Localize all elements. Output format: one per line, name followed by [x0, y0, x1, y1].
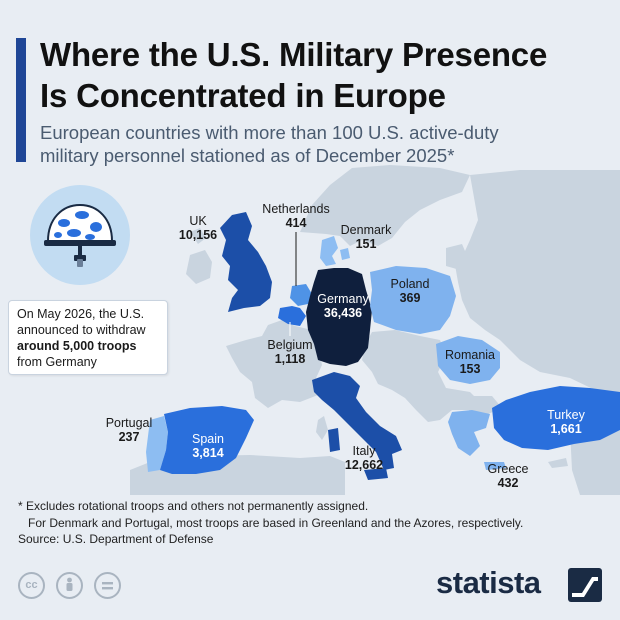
europe-map: [130, 165, 620, 495]
other-countries: [130, 165, 620, 495]
label-greece: Greece 432: [480, 462, 536, 490]
label-turkey: Turkey 1,661: [536, 408, 596, 436]
spain-name: Spain: [192, 432, 224, 446]
label-denmark: Denmark 151: [334, 223, 398, 251]
label-germany: Germany 36,436: [308, 292, 378, 320]
callout-line-1: On May 2026, the U.S.: [17, 307, 145, 321]
label-spain: Spain 3,814: [178, 432, 238, 460]
title-line-1: Where the U.S. Military Presence: [40, 36, 548, 73]
turkey-shape: [492, 386, 620, 450]
spain-value: 3,814: [192, 446, 224, 460]
germany-name: Germany: [317, 292, 369, 306]
belgium-shape: [278, 306, 306, 326]
withdrawal-callout: On May 2026, the U.S. announced to withd…: [8, 300, 168, 375]
callout-line-2: announced to withdraw: [17, 323, 146, 337]
romania-name: Romania: [444, 348, 496, 362]
label-belgium: Belgium 1,118: [262, 338, 318, 366]
title-accent-bar: [16, 38, 26, 162]
romania-shape: [436, 336, 500, 384]
subtitle: European countries with more than 100 U.…: [40, 121, 610, 167]
belgium-value: 1,118: [274, 352, 306, 366]
denmark-name: Denmark: [340, 223, 392, 237]
poland-shape: [370, 266, 456, 334]
footnote-2: For Denmark and Portugal, most troops ar…: [28, 515, 524, 530]
portugal-shape: [146, 416, 168, 472]
statista-logo-icon[interactable]: [568, 568, 602, 602]
no-derivatives-icon[interactable]: [94, 572, 121, 599]
netherlands-shape: [290, 284, 312, 306]
poland-name: Poland: [390, 277, 430, 291]
title-line-2: Is Concentrated in Europe: [40, 77, 446, 114]
turkey-name: Turkey: [547, 408, 585, 422]
germany-value: 36,436: [323, 306, 363, 320]
portugal-value: 237: [118, 430, 140, 444]
uk-shape: [220, 212, 272, 312]
greece-shape: [448, 410, 506, 470]
label-netherlands: Netherlands 414: [254, 202, 338, 230]
subtitle-line-2: military personnel stationed as of Decem…: [40, 145, 455, 166]
belgium-name: Belgium: [267, 338, 313, 352]
label-uk: UK 10,156: [168, 214, 228, 242]
uk-name: UK: [189, 214, 207, 228]
italy-name: Italy: [352, 444, 376, 458]
denmark-shape: [320, 236, 350, 266]
attribution-icon[interactable]: [56, 572, 83, 599]
romania-value: 153: [459, 362, 481, 376]
statista-logo-text[interactable]: statista: [436, 565, 541, 600]
italy-value: 12,662: [344, 458, 384, 472]
label-portugal: Portugal 237: [98, 416, 160, 444]
germany-shape: [306, 268, 372, 366]
turkey-value: 1,661: [550, 422, 582, 436]
uk-value: 10,156: [178, 228, 218, 242]
footnote-1: * Excludes rotational troops and others …: [18, 499, 369, 513]
label-italy: Italy 12,662: [334, 444, 394, 472]
poland-value: 369: [399, 291, 421, 305]
creative-commons-icon[interactable]: cc: [18, 572, 45, 599]
netherlands-name: Netherlands: [262, 202, 330, 216]
denmark-value: 151: [355, 237, 377, 251]
page-title: Where the U.S. Military Presence Is Conc…: [40, 34, 610, 116]
callout-line-3: around 5,000 troops: [17, 339, 137, 353]
helmet-badge: [30, 185, 130, 285]
greece-name: Greece: [487, 462, 529, 476]
military-helmet-icon: [44, 203, 116, 267]
label-poland: Poland 369: [382, 277, 438, 305]
netherlands-value: 414: [285, 216, 307, 230]
italy-shape: [312, 372, 402, 480]
greece-value: 432: [497, 476, 519, 490]
portugal-name: Portugal: [105, 416, 153, 430]
callout-line-4: from Germany: [17, 355, 97, 369]
source-note: Source: U.S. Department of Defense: [18, 532, 214, 546]
subtitle-line-1: European countries with more than 100 U.…: [40, 122, 499, 143]
footnotes: * Excludes rotational troops and others …: [18, 498, 614, 548]
spain-shape: [160, 406, 254, 474]
label-romania: Romania 153: [438, 348, 502, 376]
